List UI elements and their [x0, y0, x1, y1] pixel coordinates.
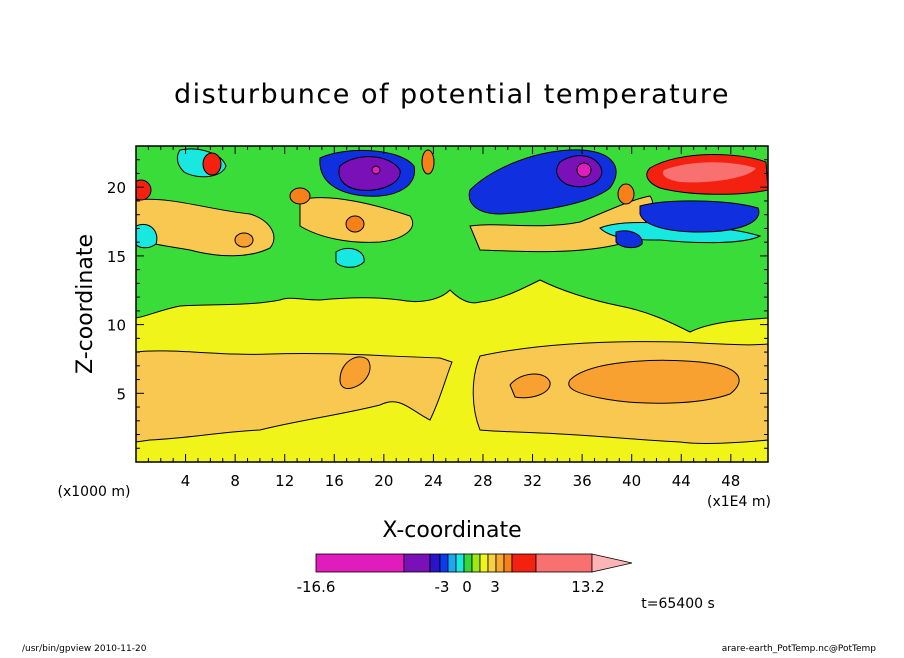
y-tick-label-3: 20 [107, 179, 126, 197]
colorbar-label-4: 13.2 [571, 578, 604, 596]
colorbar-segment-11 [503, 553, 513, 573]
x-tick-label-10: 44 [672, 472, 691, 490]
x-unit-left: (x1000 m) [58, 484, 131, 500]
colorbar-segment-5 [455, 553, 465, 573]
colorbar-labels: -16.6 -3 0 3 13.2 [297, 578, 605, 596]
colorbar-segment-1 [403, 553, 431, 573]
magenta-core-1 [576, 162, 592, 178]
x-tick-label-8: 36 [573, 472, 592, 490]
plot-frame [135, 145, 769, 463]
y-tick-label-0: 5 [116, 385, 126, 403]
colorbar [315, 553, 633, 573]
x-tick-label-4: 20 [374, 472, 393, 490]
colorbar-segment-0 [315, 553, 405, 573]
colorbar-segment-7 [471, 553, 481, 573]
red-core-3 [289, 187, 311, 205]
cyan-patch-2 [335, 247, 365, 268]
colorbar-label-2: 0 [462, 578, 472, 596]
colorbar-segment-13 [535, 553, 593, 573]
cyan-patch-1 [136, 224, 158, 249]
warm-core-3 [568, 359, 740, 404]
x-tick-label-3: 16 [325, 472, 344, 490]
colorbar-label-1: -3 [435, 578, 450, 596]
colorbar-segment-2 [429, 553, 441, 573]
y-tick-label-2: 15 [107, 248, 126, 266]
x-tick-label-7: 32 [523, 472, 542, 490]
x-tick-label-11: 48 [721, 472, 740, 490]
footer-left: /usr/bin/gpview 2010-11-20 [22, 644, 147, 654]
colorbar-segment-4 [447, 553, 457, 573]
colorbar-label-3: 3 [490, 578, 500, 596]
colorbar-segment-3 [439, 553, 449, 573]
chart-title: disturbunce of potential temperature [174, 79, 730, 110]
red-core-5 [421, 149, 435, 175]
colorbar-segment-10 [495, 553, 505, 573]
magenta-core-2 [371, 165, 381, 175]
colorbar-segment-9 [487, 553, 497, 573]
red-core-4 [345, 215, 365, 233]
colorbar-segment-6 [463, 553, 473, 573]
red-core-2 [202, 152, 222, 176]
footer-right: arare-earth_PotTemp.nc@PotTemp [722, 644, 877, 654]
colorbar-segment-8 [479, 553, 489, 573]
warm-core-2 [509, 373, 551, 399]
x-tick-label-5: 24 [424, 472, 443, 490]
colorbar-segment-12 [511, 553, 537, 573]
upper-warm-right [469, 195, 654, 253]
x-tick-label-6: 28 [473, 472, 492, 490]
x-tick-label-0: 4 [181, 472, 191, 490]
colorbar-arrow [591, 553, 633, 573]
warm-core-1 [339, 356, 371, 389]
red-core-right-inner [662, 162, 756, 183]
plot-area [136, 146, 768, 462]
x-axis-label: X-coordinate [382, 518, 521, 543]
x-tick-label-2: 12 [275, 472, 294, 490]
y-tick-label-1: 10 [107, 317, 126, 335]
x-unit-right: (x1E4 m) [707, 494, 771, 510]
time-label: t=65400 s [641, 596, 715, 612]
lower-warm-band [136, 350, 453, 443]
x-tick-label-9: 40 [622, 472, 641, 490]
y-axis-label: Z-coordinate [73, 234, 98, 374]
red-core-left [136, 179, 152, 201]
red-core-7 [617, 183, 635, 205]
colorbar-label-0: -16.6 [297, 578, 336, 596]
red-core-6 [234, 232, 254, 248]
blue-patch-4 [615, 230, 643, 249]
x-tick-label-1: 8 [230, 472, 240, 490]
blue-patch-3 [639, 200, 760, 233]
purple-core-1 [338, 156, 401, 191]
